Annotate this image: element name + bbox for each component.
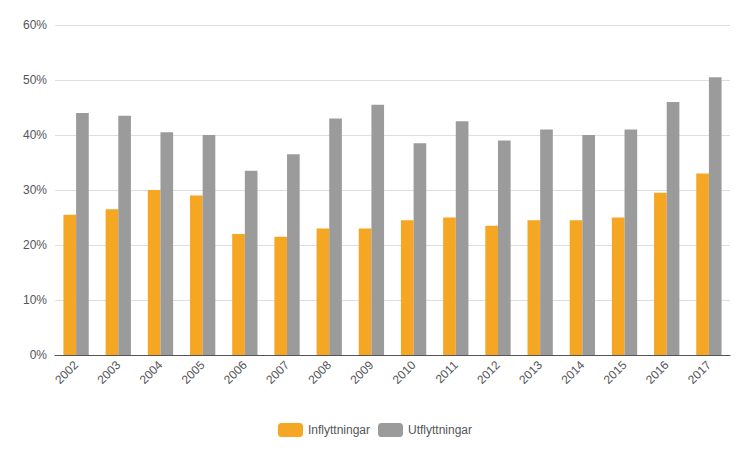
svg-text:2002: 2002 — [52, 358, 81, 387]
svg-text:2004: 2004 — [137, 358, 166, 387]
svg-text:0%: 0% — [30, 348, 48, 362]
svg-text:10%: 10% — [23, 293, 47, 307]
svg-text:2017: 2017 — [685, 358, 714, 387]
svg-text:2016: 2016 — [643, 358, 672, 387]
svg-text:Inflyttningar: Inflyttningar — [308, 423, 370, 437]
svg-text:Utflyttningar: Utflyttningar — [408, 423, 472, 437]
svg-text:2009: 2009 — [348, 358, 377, 387]
svg-text:2008: 2008 — [305, 358, 334, 387]
svg-text:2011: 2011 — [433, 358, 461, 386]
svg-text:2006: 2006 — [221, 358, 250, 387]
svg-text:2005: 2005 — [179, 358, 208, 387]
svg-text:50%: 50% — [23, 73, 47, 87]
svg-text:2003: 2003 — [94, 358, 123, 387]
svg-text:2012: 2012 — [474, 358, 503, 387]
svg-text:2014: 2014 — [559, 358, 588, 387]
svg-text:40%: 40% — [23, 128, 47, 142]
svg-text:30%: 30% — [23, 183, 47, 197]
svg-text:2013: 2013 — [516, 358, 545, 387]
svg-text:60%: 60% — [23, 18, 47, 32]
svg-text:2015: 2015 — [601, 358, 630, 387]
svg-text:2007: 2007 — [263, 358, 292, 387]
svg-text:2010: 2010 — [390, 358, 419, 387]
svg-text:20%: 20% — [23, 238, 47, 252]
